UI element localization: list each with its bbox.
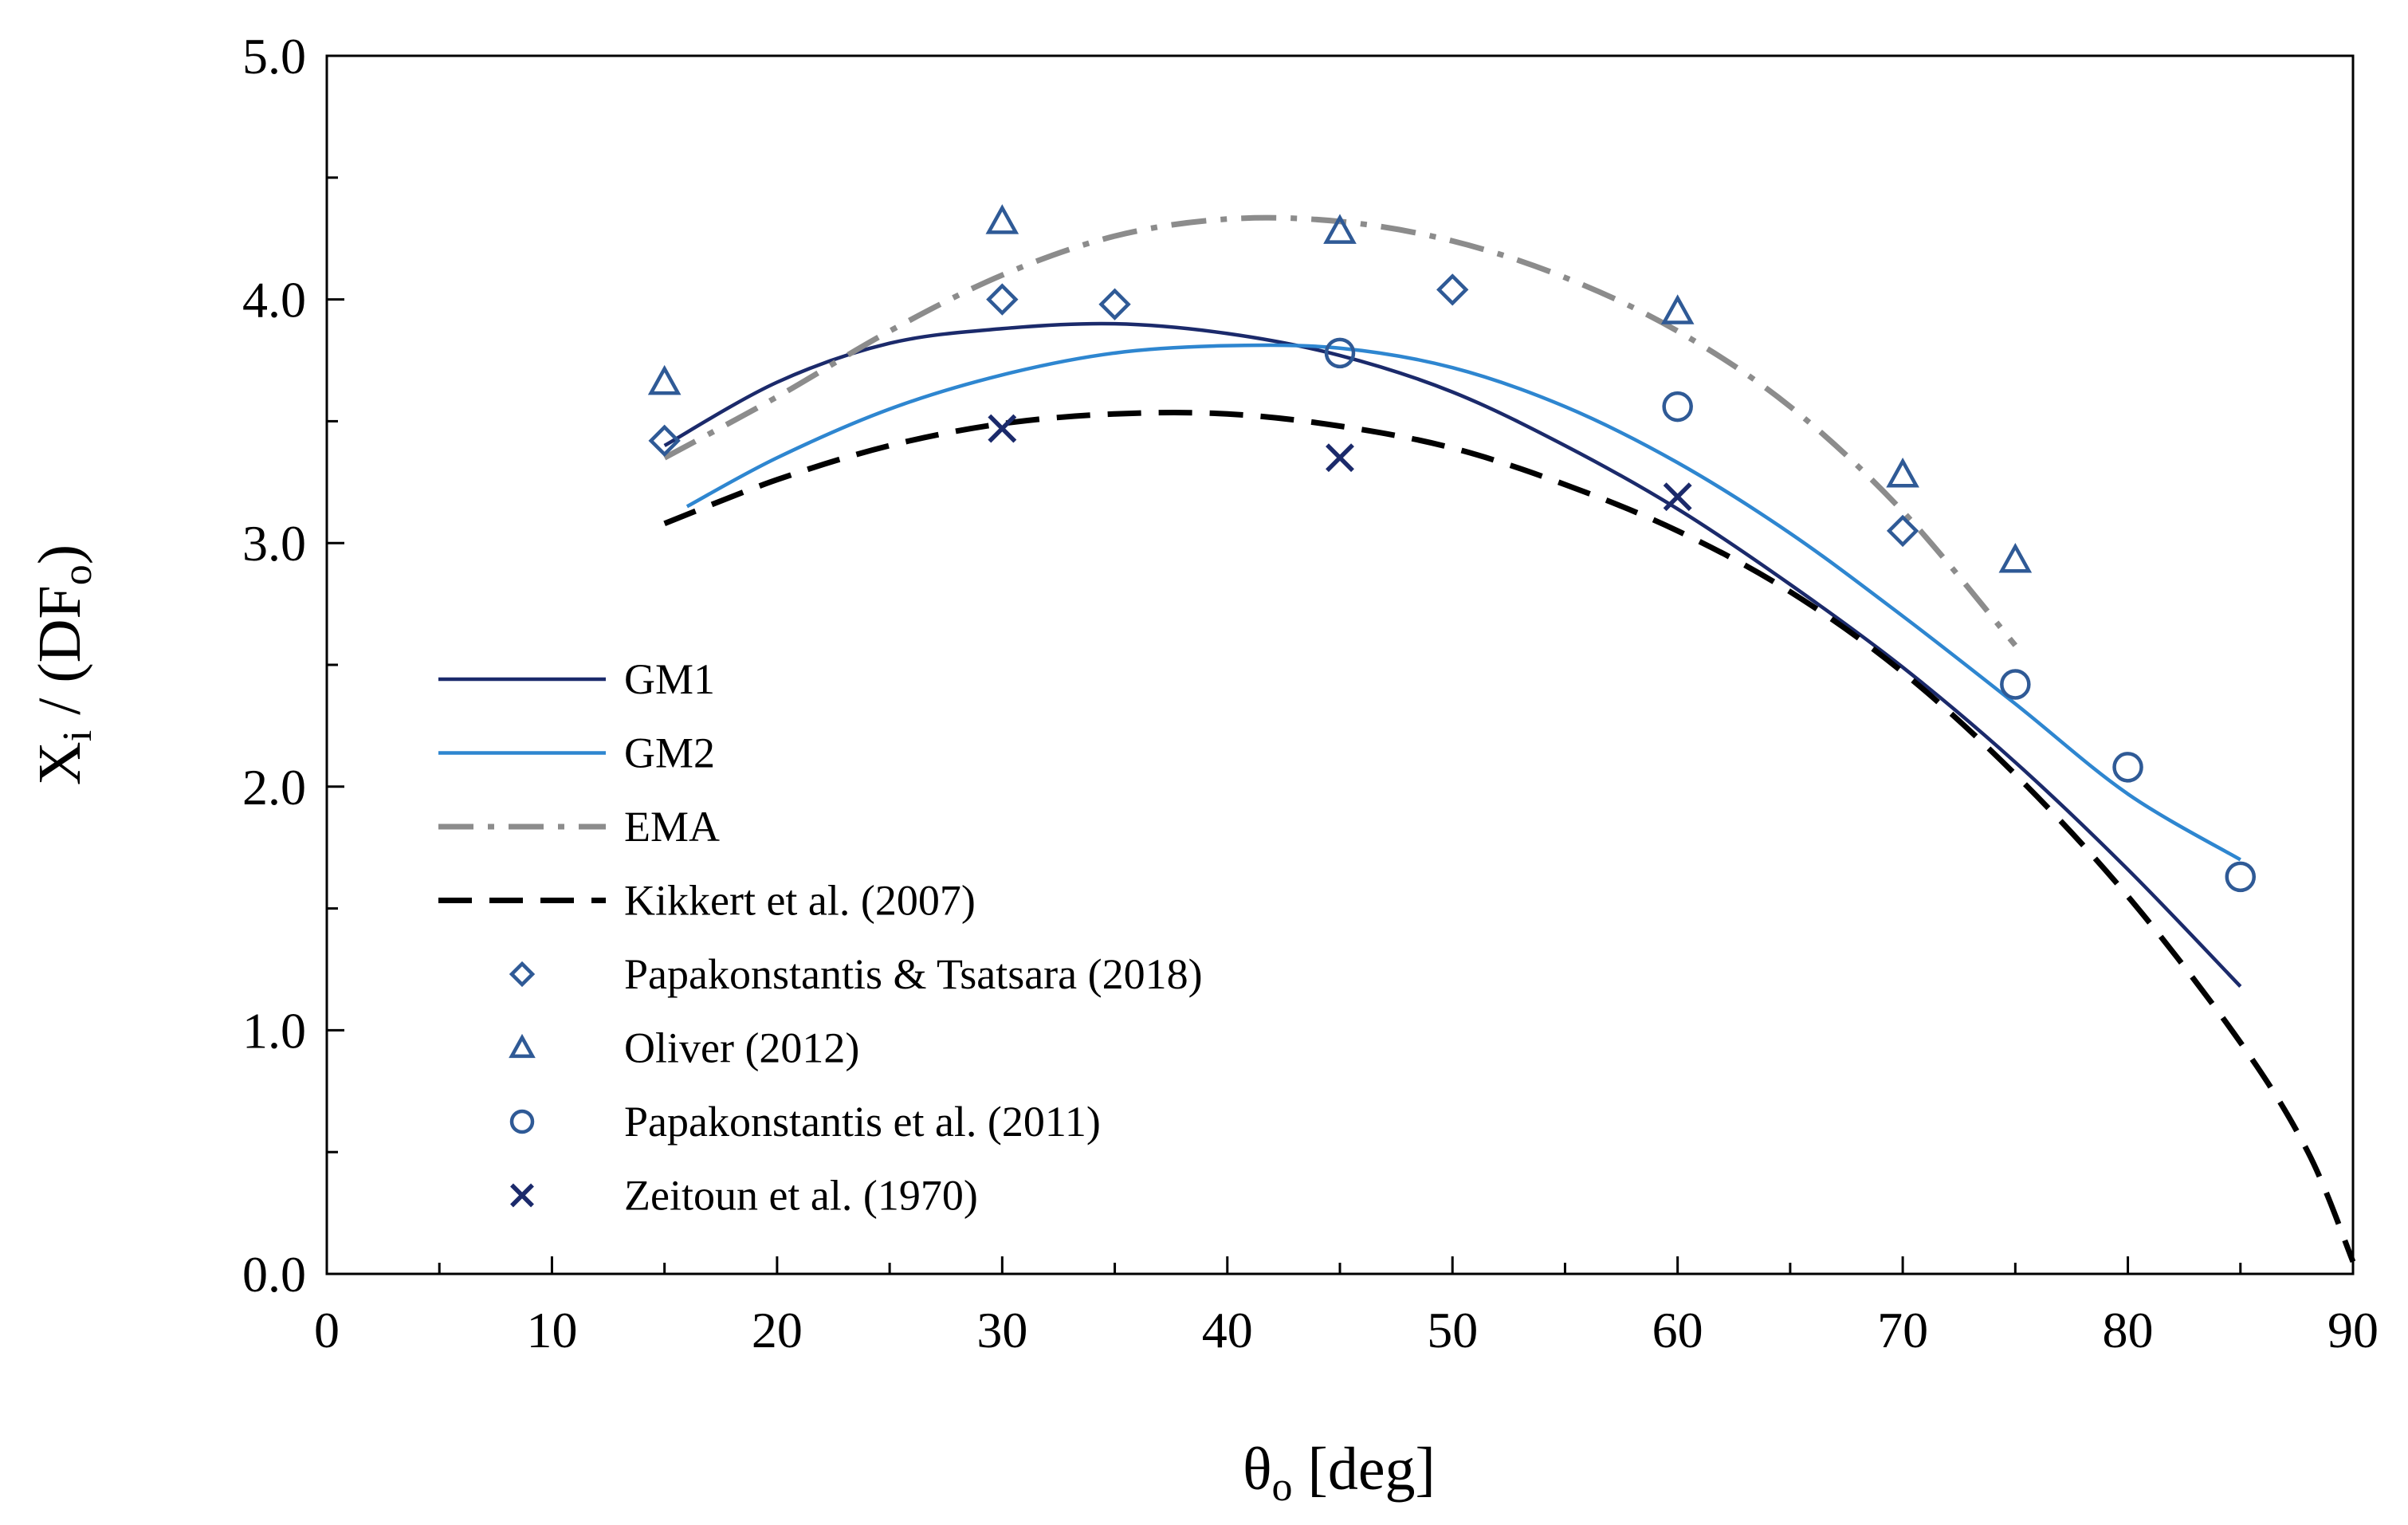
- data-point-zeitoun: [1663, 482, 1692, 512]
- x-axis-title: θo [deg]: [1243, 1436, 1436, 1510]
- legend-label-papa2011: Papakonstantis et al. (2011): [624, 1098, 1101, 1146]
- legend-item-zeitoun: Zeitoun et al. (1970): [510, 1172, 978, 1220]
- legend-item-papa2011: Papakonstantis et al. (2011): [509, 1098, 1101, 1146]
- tick-labels: 0 10 20 30 40 50 60 70 80 90 0.0 1.0 2.0 3.0 4.0 5.0: [242, 28, 2379, 1358]
- legend-label-oliver: Oliver (2012): [624, 1024, 859, 1072]
- legend-swatch-oliver: [509, 1033, 536, 1059]
- y-tick-label: 2.0: [242, 759, 306, 816]
- legend: GM1 GM2 EMA Kikkert et al. (2007) Papakonsta…: [438, 655, 1203, 1220]
- data-point-oliver: [985, 204, 1019, 234]
- data-point-papa2018: [986, 283, 1019, 316]
- legend-item-kikkert: Kikkert et al. (2007): [438, 877, 976, 925]
- x-tick-label: 40: [1202, 1302, 1253, 1358]
- data-point-papa2011: [2000, 669, 2031, 700]
- x-tick-label: 20: [752, 1302, 803, 1358]
- series-line-kikkert: [663, 410, 2356, 1264]
- data-point-papa2018: [648, 424, 681, 458]
- data-point-zeitoun: [988, 414, 1017, 443]
- x-tick-label: 30: [976, 1302, 1027, 1358]
- series-lines: [663, 214, 2356, 1264]
- data-point-oliver: [1886, 457, 1919, 488]
- data-point-oliver: [1998, 542, 2033, 573]
- data-point-oliver: [1660, 294, 1695, 324]
- x-tick-label: 90: [2327, 1302, 2379, 1358]
- legend-item-gm1: GM1: [438, 655, 715, 703]
- series-line-ema: [663, 214, 2018, 647]
- legend-label-gm2: GM2: [624, 729, 715, 777]
- series-markers: [647, 204, 2257, 893]
- data-point-papa2018: [1886, 514, 1919, 548]
- x-tick-label: 80: [2103, 1302, 2154, 1358]
- legend-label-ema: EMA: [624, 803, 720, 851]
- data-point-papa2011: [2225, 861, 2257, 893]
- data-point-zeitoun: [1326, 443, 1354, 473]
- legend-label-papa2018: Papakonstantis & Tsatsara (2018): [624, 950, 1203, 998]
- legend-swatch-papa2011: [509, 1109, 535, 1134]
- y-axis-title: Xi / (DFo): [26, 544, 100, 785]
- y-tick-label: 0.0: [242, 1246, 306, 1303]
- legend-label-zeitoun: Zeitoun et al. (1970): [624, 1172, 978, 1220]
- legend-swatch-papa2018: [509, 961, 536, 988]
- y-tick-label: 4.0: [242, 272, 306, 328]
- y-tick-label: 5.0: [242, 28, 306, 85]
- data-point-papa2011: [2112, 752, 2143, 783]
- data-point-papa2018: [1436, 273, 1469, 306]
- legend-item-gm2: GM2: [438, 729, 715, 777]
- x-tick-label: 70: [1877, 1302, 1928, 1358]
- legend-swatch-zeitoun: [510, 1183, 534, 1208]
- data-point-papa2011: [1324, 337, 1356, 369]
- legend-label-gm1: GM1: [624, 655, 715, 703]
- x-tick-label: 60: [1652, 1302, 1703, 1358]
- series-line-gm2: [685, 343, 2241, 862]
- x-tick-label: 50: [1427, 1302, 1478, 1358]
- legend-item-papa2018: Papakonstantis & Tsatsara (2018): [509, 950, 1203, 998]
- y-tick-label: 1.0: [242, 1002, 306, 1059]
- legend-item-ema: EMA: [438, 803, 720, 851]
- legend-item-oliver: Oliver (2012): [509, 1024, 859, 1072]
- data-point-oliver: [647, 364, 682, 395]
- data-point-oliver: [1323, 214, 1357, 244]
- x-tick-label: 10: [526, 1302, 577, 1358]
- data-point-papa2011: [1662, 391, 1693, 423]
- data-point-papa2018: [1098, 288, 1131, 320]
- legend-label-kikkert: Kikkert et al. (2007): [624, 877, 976, 925]
- x-tick-label: 0: [314, 1302, 340, 1358]
- axis-ticks: [325, 54, 2355, 1275]
- y-tick-label: 3.0: [242, 515, 306, 572]
- series-line-gm1: [663, 321, 2242, 988]
